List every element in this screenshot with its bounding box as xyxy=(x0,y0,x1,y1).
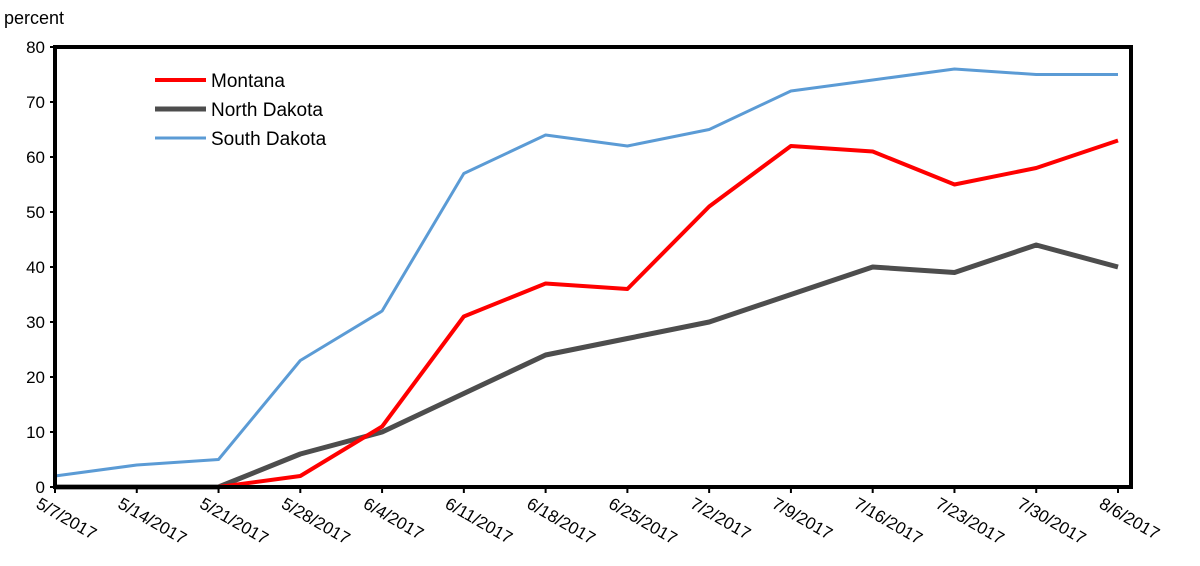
x-tick-label: 5/7/2017 xyxy=(33,494,100,544)
series-line-north-dakota xyxy=(55,242,1119,490)
y-axis-title: percent xyxy=(4,8,64,28)
legend-label: North Dakota xyxy=(211,100,323,121)
series-line-south-dakota xyxy=(54,67,1118,478)
x-tick-label: 7/2/2017 xyxy=(687,494,754,544)
x-tick-label: 6/25/2017 xyxy=(605,494,680,548)
y-tick-label: 30 xyxy=(26,313,45,332)
series-line-montana xyxy=(55,138,1119,489)
y-tick-label: 20 xyxy=(26,368,45,387)
x-tick-label: 8/6/2017 xyxy=(1096,494,1163,544)
y-tick-label: 80 xyxy=(26,38,45,57)
legend-label: Montana xyxy=(211,71,285,92)
y-tick-label: 10 xyxy=(26,423,45,442)
x-tick-label: 5/28/2017 xyxy=(278,494,353,548)
legend-label: South Dakota xyxy=(211,129,327,150)
x-axis: 5/7/2017 5/14/2017 5/21/2017 5/28/2017 6/4/2… xyxy=(33,487,1163,548)
y-tick-label: 40 xyxy=(26,258,45,277)
y-tick-label: 70 xyxy=(26,93,45,112)
x-tick-label: 6/18/2017 xyxy=(524,494,599,548)
y-tick-label: 50 xyxy=(26,203,45,222)
legend: Montana North Dakota South Dakota xyxy=(155,71,327,150)
x-tick-label: 7/30/2017 xyxy=(1014,494,1089,548)
x-tick-label: 7/9/2017 xyxy=(769,494,836,544)
y-axis: 0 10 20 30 40 50 60 70 80 xyxy=(26,38,55,497)
y-tick-label: 0 xyxy=(36,478,45,497)
x-tick-label: 7/16/2017 xyxy=(851,494,926,548)
x-tick-label: 7/23/2017 xyxy=(932,494,1007,548)
y-tick-label: 60 xyxy=(26,148,45,167)
x-tick-label: 5/21/2017 xyxy=(197,494,272,548)
x-tick-label: 6/4/2017 xyxy=(360,494,427,544)
x-tick-label: 6/11/2017 xyxy=(442,494,516,548)
x-tick-label: 5/14/2017 xyxy=(115,494,190,548)
